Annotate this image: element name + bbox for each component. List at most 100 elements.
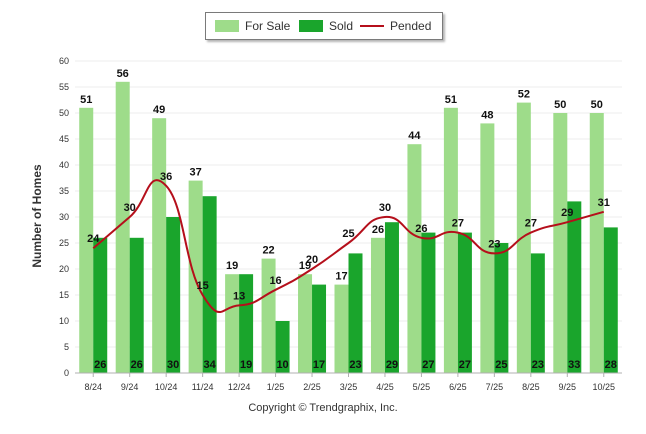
data-label-for-sale: 37 xyxy=(190,167,202,179)
bar-sold xyxy=(239,274,254,373)
y-tick-label: 5 xyxy=(64,342,69,352)
bar-sold xyxy=(421,232,436,373)
data-label-for-sale: 52 xyxy=(518,89,530,101)
bars xyxy=(79,81,618,374)
data-label-pended: 26 xyxy=(415,223,427,235)
y-tick-label: 10 xyxy=(59,316,69,326)
data-label-for-sale: 17 xyxy=(335,271,347,283)
bar-sold xyxy=(93,237,108,373)
x-tick-label: 10/24 xyxy=(155,382,178,392)
copyright-text: Copyright © Trendgraphix, Inc. xyxy=(248,402,398,414)
legend-label: Sold xyxy=(329,19,354,33)
x-tick-label: 4/25 xyxy=(376,382,394,392)
y-tick-label: 15 xyxy=(59,290,69,300)
x-tick-label: 1/25 xyxy=(267,382,285,392)
bar-sold xyxy=(603,227,618,373)
data-label-for-sale: 49 xyxy=(153,104,165,116)
data-label-sold: 33 xyxy=(568,359,580,371)
bar-for-sale xyxy=(115,81,130,374)
data-label-for-sale: 50 xyxy=(554,99,566,111)
bar-sold xyxy=(312,284,327,373)
y-tick-label: 35 xyxy=(59,186,69,196)
data-label-sold: 23 xyxy=(532,359,544,371)
y-tick-label: 20 xyxy=(59,264,69,274)
bar-for-sale xyxy=(480,123,495,374)
axes: 0 5 10 15 20 25 30 35 40 45 50 55 60 8/24 9/24 10/24 11/… xyxy=(59,56,622,392)
bar-for-sale xyxy=(334,284,349,373)
data-label-pended: 13 xyxy=(233,290,245,302)
x-tick-label: 5/25 xyxy=(413,382,431,392)
bar-for-sale xyxy=(152,118,167,373)
bar-sold xyxy=(129,237,144,373)
data-label-pended: 16 xyxy=(269,275,281,287)
bar-sold xyxy=(567,201,582,373)
x-tick-label: 3/25 xyxy=(340,382,358,392)
data-label-sold: 27 xyxy=(459,359,471,371)
data-label-sold: 25 xyxy=(495,359,507,371)
data-label-pended: 36 xyxy=(160,171,172,183)
data-label-for-sale: 19 xyxy=(226,260,238,272)
x-tick-label: 8/25 xyxy=(522,382,540,392)
x-tick-label: 7/25 xyxy=(486,382,504,392)
bar-sold xyxy=(202,196,217,373)
bar-for-sale xyxy=(589,113,604,373)
data-label-pended: 30 xyxy=(124,202,136,214)
bar-sold xyxy=(457,232,472,373)
data-label-sold: 29 xyxy=(386,359,398,371)
x-tick-label: 10/25 xyxy=(593,382,616,392)
data-label-for-sale: 51 xyxy=(80,94,92,106)
bar-for-sale xyxy=(407,144,422,373)
data-label-pended: 24 xyxy=(87,233,100,245)
data-label-sold: 27 xyxy=(422,359,434,371)
bar-for-sale xyxy=(516,102,531,373)
bar-sold xyxy=(494,243,509,373)
bar-for-sale xyxy=(370,237,385,373)
legend-line-pended xyxy=(360,25,384,27)
data-label-sold: 26 xyxy=(131,359,143,371)
x-tick-label: 11/24 xyxy=(192,382,214,392)
bar-for-sale xyxy=(225,274,240,373)
bar-sold xyxy=(384,222,399,373)
data-labels: 51 26 56 26 49 30 37 34 19 19 22 10 19 17 17 23 26 29 44 27… xyxy=(80,68,617,371)
x-tick-label: 6/25 xyxy=(449,382,467,392)
data-label-for-sale: 19 xyxy=(299,260,311,272)
pended-line-path xyxy=(92,179,605,314)
y-tick-label: 40 xyxy=(59,160,69,170)
data-label-pended: 23 xyxy=(488,238,500,250)
bar-sold xyxy=(348,253,363,373)
data-label-sold: 10 xyxy=(276,359,288,371)
bar-for-sale xyxy=(553,113,568,373)
data-label-pended: 27 xyxy=(452,218,464,230)
legend-swatch-sold xyxy=(299,20,323,32)
y-tick-label: 50 xyxy=(59,108,69,118)
bar-for-sale xyxy=(188,180,203,373)
bar-for-sale xyxy=(298,274,313,373)
data-label-for-sale: 50 xyxy=(591,99,603,111)
data-label-for-sale: 56 xyxy=(117,68,129,80)
data-label-pended: 20 xyxy=(306,254,318,266)
y-tick-label: 55 xyxy=(59,82,69,92)
y-tick-label: 30 xyxy=(59,212,69,222)
bar-sold xyxy=(530,253,545,373)
data-label-pended: 30 xyxy=(379,202,391,214)
legend: For Sale Sold Pended xyxy=(205,12,443,40)
y-axis-label: Number of Homes xyxy=(30,164,44,268)
y-tick-label: 45 xyxy=(59,134,69,144)
legend-swatch-for-sale xyxy=(215,20,239,32)
x-tick-label: 9/25 xyxy=(559,382,577,392)
bar-for-sale xyxy=(261,258,276,373)
data-label-sold: 19 xyxy=(240,359,252,371)
data-label-pended: 15 xyxy=(197,280,209,292)
x-tick-label: 9/24 xyxy=(121,382,139,392)
data-label-sold: 34 xyxy=(204,359,217,371)
data-label-pended: 27 xyxy=(525,218,537,230)
legend-label: For Sale xyxy=(245,19,291,33)
data-label-sold: 17 xyxy=(313,359,325,371)
pended-line xyxy=(92,179,605,314)
data-label-for-sale: 22 xyxy=(262,245,274,257)
data-label-pended: 25 xyxy=(342,228,354,240)
bar-for-sale xyxy=(79,107,94,374)
y-tick-label: 60 xyxy=(59,56,69,66)
bar-sold xyxy=(166,217,181,373)
